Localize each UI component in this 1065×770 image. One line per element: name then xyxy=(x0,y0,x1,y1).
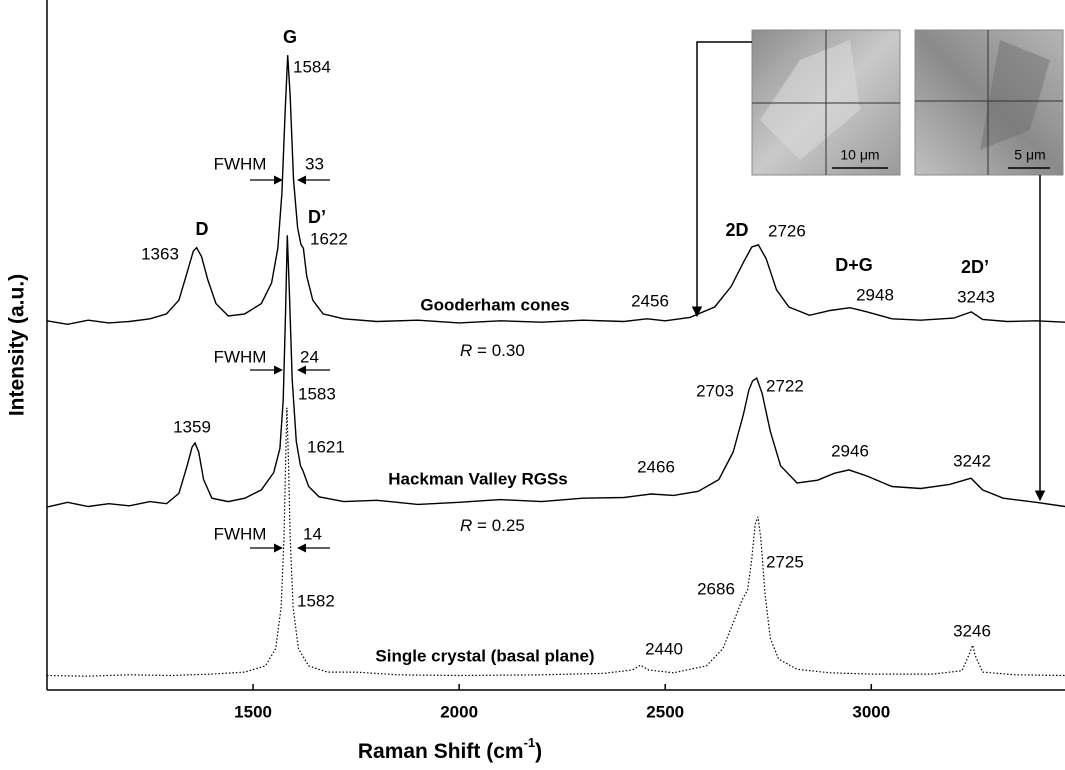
scale-label: 5 μm xyxy=(1014,147,1045,163)
peak-label: 1359 xyxy=(173,417,211,436)
r-label-part: = xyxy=(477,341,487,360)
fwhm-label: FWHM xyxy=(214,347,267,366)
peak-label: 2726 xyxy=(768,221,806,240)
peak-label: 2703 xyxy=(696,381,734,400)
scale-label: 10 μm xyxy=(840,147,879,163)
r-label-part: = xyxy=(477,516,487,535)
peak-label: 1363 xyxy=(141,244,179,263)
peak-label: 1622 xyxy=(310,229,348,248)
spectrum-line xyxy=(46,235,1065,508)
band-label: D xyxy=(196,219,209,239)
peak-label: 1621 xyxy=(307,437,345,456)
x-axis-label-sup: -1 xyxy=(524,735,536,750)
spectrum-line xyxy=(46,55,1065,326)
peak-label: 2686 xyxy=(697,579,735,598)
peak-label: 3246 xyxy=(953,621,991,640)
x-axis-label-end: ) xyxy=(535,740,542,763)
x-tick-label: 3000 xyxy=(852,702,890,721)
fwhm-value: 24 xyxy=(300,347,319,366)
series-label: Hackman Valley RGSs xyxy=(388,469,568,488)
fwhm-value: 33 xyxy=(305,154,324,173)
inset: 5 μm xyxy=(914,29,1064,176)
x-tick-label: 2000 xyxy=(440,702,478,721)
r-label: R = 0.25 xyxy=(460,516,525,535)
fwhm-label: FWHM xyxy=(214,524,267,543)
r-label-part: 0.30 xyxy=(492,341,525,360)
inset-arrow xyxy=(691,41,752,318)
series-label: Single crystal (basal plane) xyxy=(375,646,594,665)
band-label: 2D xyxy=(725,220,748,240)
peak-label: 1582 xyxy=(297,591,335,610)
band-label: G xyxy=(283,27,297,47)
y-axis-label: Intensity (a.u.) xyxy=(6,274,29,416)
peak-label: 2725 xyxy=(766,552,804,571)
series-label: Gooderham cones xyxy=(420,295,569,314)
spectrum-line xyxy=(46,407,1065,677)
peak-label: 2440 xyxy=(645,639,683,658)
r-label-part: R xyxy=(460,341,472,360)
peak-label: 2946 xyxy=(831,441,869,460)
inset-texture xyxy=(980,40,1050,150)
x-tick-label: 2500 xyxy=(646,702,684,721)
peak-label: 2466 xyxy=(637,457,675,476)
x-axis-label-main: Raman Shift (cm xyxy=(358,740,524,763)
peak-label: 1584 xyxy=(293,57,331,76)
fwhm-value: 14 xyxy=(303,524,322,543)
peak-label: 2456 xyxy=(631,291,669,310)
peak-label: 3242 xyxy=(953,451,991,470)
inset-texture xyxy=(760,40,860,160)
peak-label: 3243 xyxy=(957,287,995,306)
band-label: D’ xyxy=(308,207,326,227)
r-label-part: R xyxy=(460,516,472,535)
r-label-part: 0.25 xyxy=(492,516,525,535)
r-label: R = 0.30 xyxy=(460,341,525,360)
peak-label: 1583 xyxy=(298,384,336,403)
x-axis-label: Raman Shift (cm-1) xyxy=(358,735,542,762)
band-label: 2D’ xyxy=(961,257,989,277)
peak-label: 2948 xyxy=(856,285,894,304)
peak-label: 2722 xyxy=(766,376,804,395)
fwhm-label: FWHM xyxy=(214,154,267,173)
inset: 10 μm xyxy=(751,29,901,176)
band-label: D+G xyxy=(835,255,873,275)
x-tick-label: 1500 xyxy=(234,702,272,721)
